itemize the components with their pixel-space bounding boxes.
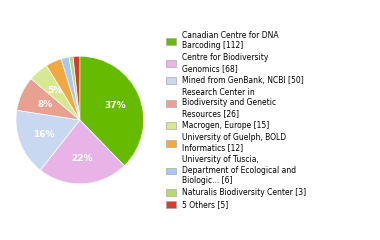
Text: 5%: 5% — [47, 86, 62, 96]
Text: 16%: 16% — [33, 130, 55, 138]
Wedge shape — [31, 66, 80, 120]
Legend: Canadian Centre for DNA
Barcoding [112], Centre for Biodiversity
Genomics [68], : Canadian Centre for DNA Barcoding [112],… — [163, 28, 309, 212]
Wedge shape — [46, 59, 80, 120]
Text: 37%: 37% — [105, 101, 126, 110]
Wedge shape — [17, 79, 80, 120]
Wedge shape — [69, 56, 80, 120]
Text: 22%: 22% — [71, 154, 93, 163]
Wedge shape — [40, 120, 124, 184]
Text: 8%: 8% — [37, 100, 52, 108]
Wedge shape — [73, 56, 80, 120]
Wedge shape — [16, 110, 80, 170]
Wedge shape — [80, 56, 144, 166]
Wedge shape — [61, 57, 80, 120]
